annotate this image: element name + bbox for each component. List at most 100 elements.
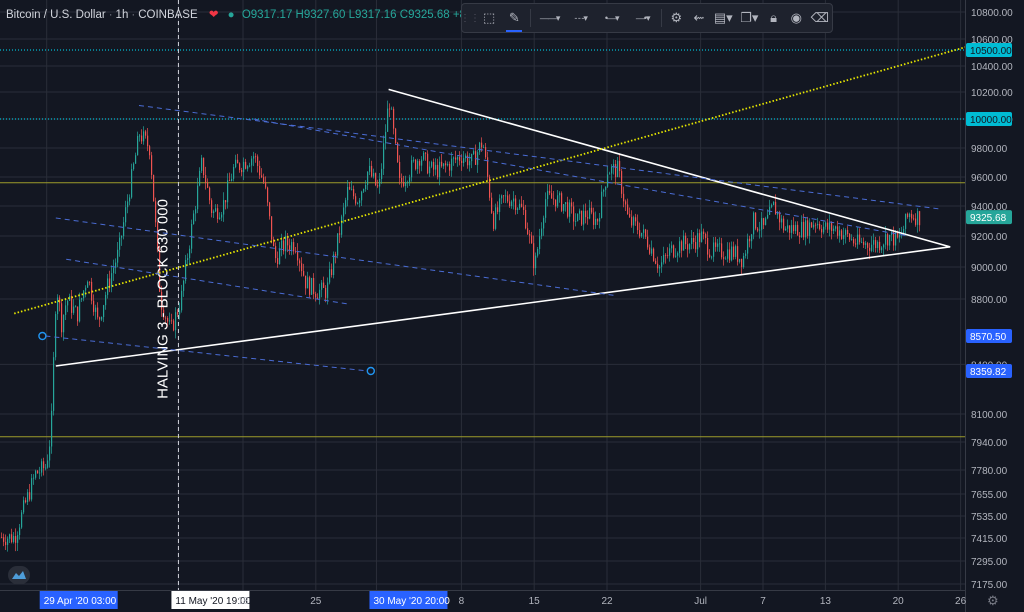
candle-body (133, 163, 135, 170)
candle-body (783, 218, 785, 231)
trend-line[interactable] (13, 44, 972, 315)
candle-body (667, 255, 669, 257)
candle-body (163, 309, 165, 318)
candle-body (35, 470, 37, 478)
channel-line[interactable] (55, 217, 618, 297)
candle-body (579, 210, 581, 214)
candle-body (45, 467, 47, 469)
price-axis[interactable]: 10800.00 10600.00 10400.00 10200.00 10000.00… (965, 0, 1024, 612)
candle-body (333, 254, 335, 276)
drag-grip-icon[interactable]: ⋮⋮ (460, 12, 480, 24)
channel-line[interactable] (45, 335, 368, 372)
channel-line[interactable] (66, 258, 348, 305)
candle-body (415, 159, 417, 169)
toolbar-divider (530, 9, 532, 27)
select-box-icon[interactable]: ⬚ (483, 10, 496, 25)
symbol-name[interactable]: Bitcoin / U.S. Dollar (6, 9, 106, 21)
candle-body (225, 200, 227, 203)
candle-body (285, 236, 287, 252)
candle-body (547, 190, 549, 200)
candle-body (215, 208, 217, 212)
candle-body (221, 214, 223, 218)
time-tick-label: 7 (760, 596, 766, 607)
candle-body (737, 246, 739, 262)
candle-body (203, 157, 205, 176)
ohlc-values: O9317.17 H9327.60 L9317.16 C9325.68 +8.5… (241, 9, 506, 21)
price-label-box (966, 329, 1012, 343)
candle-body (645, 229, 647, 237)
candle-body (807, 220, 809, 236)
candle-body (397, 142, 399, 162)
candle-body (863, 241, 865, 245)
candle-body (757, 228, 759, 231)
candle-body (51, 410, 53, 447)
line-style-icon[interactable]: ——▾ (539, 12, 561, 23)
line-end-icon[interactable]: •—▾ (604, 12, 620, 23)
drawings-layer[interactable]: HALVING 3 - BLOCK 630 000 (13, 0, 972, 590)
candle-body (535, 255, 537, 269)
candle-body (541, 228, 543, 237)
gear-icon[interactable]: ⚙ (670, 10, 683, 25)
heart-icon[interactable]: ❤ (208, 9, 219, 21)
candle-body (797, 224, 799, 236)
candle-body (19, 527, 21, 536)
candle-body (739, 258, 741, 262)
interval[interactable]: 1h (115, 9, 129, 21)
symbol-legend: Bitcoin / U.S. Dollar · 1h · COINBASE ❤ ● O9… (6, 9, 506, 21)
candle-body (453, 157, 455, 159)
candle-body (913, 218, 915, 220)
anchor-handle[interactable] (38, 331, 47, 341)
candle-body (649, 247, 651, 254)
candle-body (853, 239, 855, 244)
candle-body (1, 537, 3, 538)
candle-body (885, 234, 887, 245)
template-icon[interactable]: ▤▾ (713, 10, 733, 25)
candle-body (431, 161, 433, 167)
candle-body (521, 203, 523, 207)
price-label-text: 10500.00 (970, 46, 1012, 57)
chart-add-icon[interactable]: ⇜ (693, 10, 705, 25)
candle-body (607, 174, 609, 187)
channel-line[interactable] (253, 118, 909, 237)
candle-body (899, 234, 901, 238)
candle-body (705, 233, 707, 238)
candle-body (857, 234, 859, 245)
trash-icon[interactable]: ⌫ (810, 10, 829, 25)
copy-icon[interactable]: ❐▾ (740, 10, 759, 25)
lock-icon[interactable]: 🔒︎ (770, 10, 778, 25)
candle-body (623, 193, 625, 202)
candle-body (247, 166, 249, 169)
candle-body (567, 202, 569, 217)
candle-body (425, 152, 427, 154)
candle-body (537, 248, 539, 256)
candle-body (33, 477, 35, 479)
arrow-end-icon[interactable]: —•▾ (635, 12, 651, 23)
tradingview-logo-icon[interactable] (8, 566, 30, 584)
candle-body (685, 235, 687, 245)
candle-body (339, 233, 341, 235)
candle-body (449, 164, 451, 171)
candle-body (377, 185, 379, 187)
trend-line[interactable] (388, 88, 951, 248)
candle-body (809, 222, 811, 236)
toolbar-divider (661, 9, 662, 27)
candle-body (189, 248, 191, 259)
candle-body (235, 159, 237, 168)
candle-body (911, 213, 913, 219)
candle-body (5, 541, 7, 545)
trend-line[interactable] (55, 246, 951, 367)
dash-style-icon[interactable]: - - -▾ (574, 12, 588, 23)
candle-body (309, 277, 311, 295)
candle-body (879, 241, 881, 251)
halving-label[interactable]: HALVING 3 - BLOCK 630 000 (154, 199, 171, 399)
pen-icon[interactable]: ✎ (504, 7, 524, 32)
eye-icon[interactable]: ◉ (790, 10, 802, 25)
chart-settings-gear-icon[interactable]: ⚙ (987, 593, 999, 608)
candle-body (443, 163, 445, 167)
candle-body (197, 185, 199, 210)
candle-body (473, 151, 475, 154)
candle-body (411, 160, 413, 178)
anchor-handle[interactable] (366, 366, 375, 376)
